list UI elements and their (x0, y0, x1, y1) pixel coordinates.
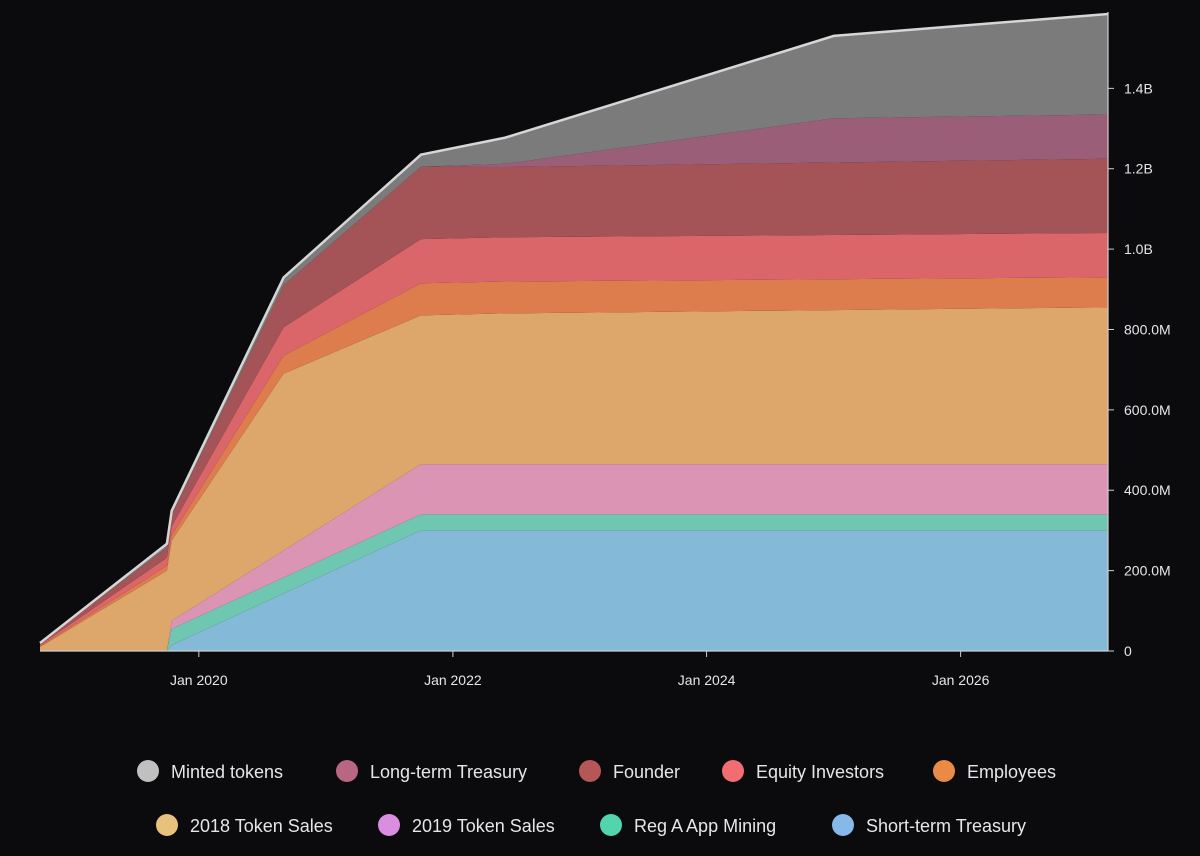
area-2018-token-sales (40, 307, 1108, 651)
y-tick-label: 400.0M (1124, 482, 1171, 498)
legend-label: Minted tokens (171, 762, 283, 782)
y-tick-label: 0 (1124, 643, 1132, 659)
legend-item-long-term-treasury[interactable]: Long-term Treasury (336, 760, 527, 782)
legend-label: Employees (967, 762, 1056, 782)
x-tick-label: Jan 2020 (170, 672, 228, 688)
y-tick-label: 800.0M (1124, 321, 1171, 337)
legend-swatch (600, 814, 622, 836)
legend-swatch (156, 814, 178, 836)
y-tick-label: 1.4B (1124, 80, 1153, 96)
legend-label: Long-term Treasury (370, 762, 527, 782)
y-tick-label: 200.0M (1124, 563, 1171, 579)
area-short-term-treasury (40, 530, 1108, 651)
area-equity-investors (40, 233, 1108, 647)
legend-swatch (722, 760, 744, 782)
legend-swatch (378, 814, 400, 836)
legend-item-equity-investors[interactable]: Equity Investors (722, 760, 884, 782)
legend-swatch (832, 814, 854, 836)
legend-swatch (933, 760, 955, 782)
legend-label: Reg A App Mining (634, 816, 776, 836)
y-tick-label: 600.0M (1124, 402, 1171, 418)
total-outline (39, 12, 1109, 644)
area-founder (40, 158, 1108, 645)
chart-areas (39, 12, 1109, 651)
area-minted-tokens (40, 14, 1108, 643)
area-2019-token-sales (40, 464, 1108, 651)
legend-swatch (579, 760, 601, 782)
legend-label: Founder (613, 762, 680, 782)
x-tick-label: Jan 2024 (678, 672, 736, 688)
legend-item-2018-token-sales[interactable]: 2018 Token Sales (156, 814, 333, 836)
area-reg-a-app-mining (40, 514, 1108, 651)
legend-item-employees[interactable]: Employees (933, 760, 1056, 782)
legend-swatch (137, 760, 159, 782)
legend-label: Equity Investors (756, 762, 884, 782)
legend-item-short-term-treasury[interactable]: Short-term Treasury (832, 814, 1026, 836)
legend-label: 2019 Token Sales (412, 816, 555, 836)
x-tick-label: Jan 2026 (932, 672, 990, 688)
legend-label: Short-term Treasury (866, 816, 1026, 836)
x-tick-label: Jan 2022 (424, 672, 482, 688)
legend-item-2019-token-sales[interactable]: 2019 Token Sales (378, 814, 555, 836)
y-tick-label: 1.2B (1124, 161, 1153, 177)
legend-item-reg-a-app-mining[interactable]: Reg A App Mining (600, 814, 776, 836)
legend-label: 2018 Token Sales (190, 816, 333, 836)
legend-item-founder[interactable]: Founder (579, 760, 680, 782)
legend-swatch (336, 760, 358, 782)
y-tick-label: 1.0B (1124, 241, 1153, 257)
legend-item-minted-tokens[interactable]: Minted tokens (137, 760, 283, 782)
chart-axes: Jan 2020 Jan 2022 Jan 2024 Jan 2026 0 200.0M 4… (40, 12, 1171, 688)
chart-legend: Minted tokens Long-term Treasury Founder Eq… (137, 760, 1056, 836)
